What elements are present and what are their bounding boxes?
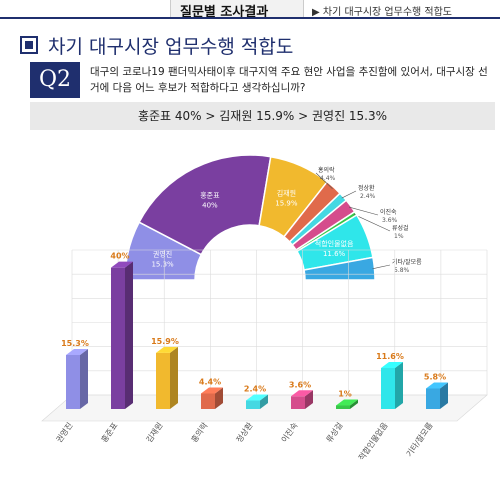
donut-slice-label: 김재원: [277, 189, 296, 198]
bar-value-label: 3.6%: [289, 380, 311, 389]
bar-chart: 15.3% 권영진 40% 홍준표 15.9% 김재원 4.4% 홍의락 2.4% 정상환 3.6%…: [41, 249, 488, 462]
top-header: 질문별 조사결과 ▶ 차기 대구시장 업무수행 적합도: [0, 0, 500, 20]
bar-side: [305, 390, 313, 409]
bar-top: [66, 348, 88, 355]
bar: [246, 400, 260, 409]
section-heading: 차기 대구시장 업무수행 적합도: [20, 32, 293, 59]
bar: [111, 267, 125, 409]
bar-top: [336, 399, 358, 406]
bar-value-label: 15.3%: [61, 339, 89, 348]
donut-slice-label: 이진숙: [380, 208, 397, 216]
bar-top: [156, 346, 178, 353]
result-summary: 홍준표 40% > 김재원 15.9% > 권영진 15.3%: [30, 102, 495, 130]
bar-side: [350, 399, 358, 409]
category-tick-label: 이진숙: [279, 420, 300, 444]
header-tab-title: 질문별 조사결과: [180, 5, 269, 20]
bar-value-label: 11.6%: [376, 352, 404, 361]
bar-top: [246, 394, 268, 401]
category-tick-label: 정상환: [234, 420, 255, 444]
donut-slice-label: 권영진: [153, 250, 172, 259]
category-tick-label: 김재원: [144, 420, 165, 444]
bar-side: [125, 261, 133, 409]
bar-side: [395, 362, 403, 409]
bar-value-label: 5.8%: [424, 373, 446, 382]
category-tick-label: 류성걸: [325, 421, 345, 444]
donut-slice-value: 1%: [394, 233, 404, 240]
question-badge: Q2: [30, 62, 80, 98]
donut-slice-label: 기타/잘모름: [392, 258, 422, 266]
bar: [156, 352, 170, 409]
donut-slice-value: 40%: [202, 201, 218, 209]
bar: [201, 393, 215, 409]
donut-slice-value: 15.3%: [151, 261, 174, 269]
donut-slice-label: 홍의락: [318, 166, 335, 174]
header-divider: [0, 17, 500, 19]
header-tab: [170, 0, 304, 17]
donut-slice-value: 3.6%: [382, 217, 398, 224]
breadcrumb: ▶ 차기 대구시장 업무수행 적합도: [312, 7, 453, 18]
bar-side: [260, 394, 268, 409]
donut-leader-line: [372, 264, 391, 270]
bar-top: [201, 387, 223, 394]
donut-slice-value: 11.6%: [323, 250, 346, 258]
donut-slice: [138, 154, 272, 256]
results-chart: 권영진15.3%홍준표40%김재원15.9%홍의락4.4%정상환2.4%이진숙3…: [41, 154, 488, 462]
category-tick-label: 홍준표: [99, 420, 120, 444]
donut-leader-line: [341, 190, 357, 199]
bar-top: [111, 261, 133, 268]
donut-leader-line: [348, 206, 379, 216]
bar-value-label: 4.4%: [199, 377, 221, 386]
donut-slice-value: 4.4%: [320, 175, 336, 182]
bar-top: [426, 382, 448, 389]
bar-value-label: 40%: [110, 252, 129, 261]
question-text: 대구의 코로나19 팬더믹사태이후 대구지역 주요 현안 사업을 추진함에 있어…: [90, 66, 488, 94]
category-tick-label: 기타/잘모름: [405, 421, 435, 459]
donut-slice-value: 15.9%: [275, 200, 298, 208]
donut-slice-value: 5.8%: [394, 267, 410, 274]
bar-top: [381, 362, 403, 369]
category-tick-label: 적합인물없음: [356, 420, 390, 462]
bar-value-label: 15.9%: [151, 337, 179, 346]
bar: [66, 354, 80, 409]
bar-side: [215, 387, 223, 409]
donut-slice-label: 류성걸: [392, 224, 409, 232]
section-title: 차기 대구시장 업무수행 적합도: [48, 36, 294, 58]
bar-top: [291, 390, 313, 397]
bar-side: [170, 346, 178, 409]
bar-side: [80, 348, 88, 409]
category-tick-label: 권영진: [54, 420, 75, 444]
donut-slice-value: 2.4%: [360, 193, 376, 200]
bar-value-label: 2.4%: [244, 385, 266, 394]
bar-side: [440, 382, 448, 409]
donut-slice-label: 적합인물없음: [315, 239, 354, 248]
bar-value-label: 1%: [338, 389, 352, 398]
donut-slice-label: 홍준표: [200, 190, 220, 199]
square-bullet-icon: [20, 36, 38, 54]
bar: [381, 368, 395, 409]
donut-leader-line: [315, 172, 333, 189]
bar: [291, 396, 305, 409]
category-tick-label: 홍의락: [189, 420, 210, 444]
bar: [336, 405, 350, 409]
donut-slice-label: 정상환: [358, 184, 375, 192]
bar: [426, 388, 440, 409]
donut-leader-line: [353, 214, 391, 232]
